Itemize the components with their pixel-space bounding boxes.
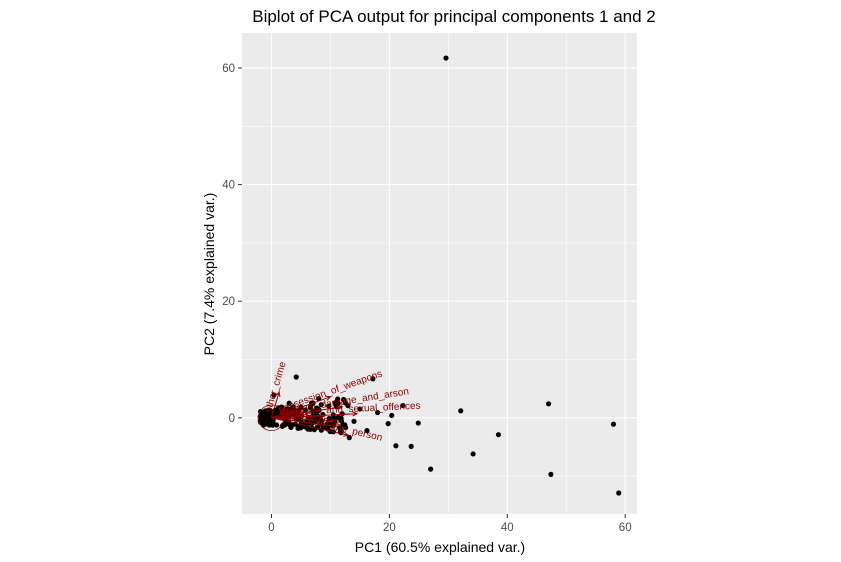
loading-arrow-head <box>328 417 335 424</box>
data-point <box>470 451 476 457</box>
loading-arrow <box>271 417 337 428</box>
data-point <box>335 396 341 402</box>
y-axis-tick-labels: 0 20 40 60 <box>222 63 235 425</box>
data-point <box>338 418 345 424</box>
data-point <box>393 443 399 449</box>
data-point <box>415 420 421 426</box>
data-point <box>263 408 269 414</box>
data-point <box>346 435 352 441</box>
x-axis-tick-labels: 0 20 40 60 <box>268 522 631 534</box>
data-point <box>370 376 376 382</box>
data-point <box>280 422 286 428</box>
axis-ticks <box>238 67 626 518</box>
y-tick-label: 40 <box>222 180 235 192</box>
data-point <box>293 374 299 380</box>
data-point <box>266 412 272 418</box>
data-point <box>310 408 316 414</box>
data-point <box>345 402 351 409</box>
data-point <box>400 402 406 409</box>
minor-gridlines <box>242 33 637 514</box>
loading-arrow-head <box>337 404 344 410</box>
x-tick-label: 20 <box>383 522 396 534</box>
data-point <box>548 471 554 477</box>
data-point <box>316 395 322 402</box>
data-point <box>389 412 395 419</box>
data-point <box>364 428 370 434</box>
data-point <box>385 421 391 427</box>
loading-arrow <box>270 392 280 418</box>
data-point <box>341 396 347 403</box>
data-point <box>495 432 502 438</box>
x-tick-label: 60 <box>619 522 632 534</box>
data-point <box>443 55 449 61</box>
data-point <box>267 407 273 414</box>
data-point <box>616 490 622 496</box>
loading-arrow <box>271 417 334 422</box>
loading-arrow-head <box>343 431 350 437</box>
y-axis-title: PC2 (7.4% explained var.) <box>201 193 217 356</box>
loading-arrow-head <box>325 395 332 401</box>
data-point <box>338 428 344 434</box>
x-tick-label: 0 <box>268 522 274 534</box>
loading-arrow <box>271 406 343 419</box>
loading-arrow <box>271 396 331 419</box>
loading-arrow-head <box>331 423 338 429</box>
data-point <box>271 392 277 398</box>
data-point <box>374 409 381 416</box>
loading-arrow-label: drugs <box>279 407 304 419</box>
data-point <box>428 466 434 472</box>
data-point <box>318 402 324 408</box>
data-point <box>264 418 270 424</box>
loading-arrow-label: robbery <box>281 408 315 421</box>
data-point <box>351 418 357 424</box>
loading-arrow-head <box>352 411 359 417</box>
y-tick-label: 0 <box>229 413 235 425</box>
loading-arrow <box>271 417 349 436</box>
chart-title: Biplot of PCA output for principal compo… <box>252 7 656 26</box>
data-point <box>295 425 301 431</box>
data-point <box>326 403 332 409</box>
y-tick-label: 20 <box>222 296 235 308</box>
plot-panel <box>242 33 637 514</box>
data-point <box>458 408 464 414</box>
data-point <box>288 421 295 428</box>
loading-arrow-head <box>319 413 326 419</box>
data-point <box>274 422 280 428</box>
x-tick-label: 40 <box>501 522 514 534</box>
data-point <box>302 407 308 413</box>
x-axis-title: PC1 (60.5% explained var.) <box>355 539 525 555</box>
loading-arrow-head <box>275 391 281 398</box>
data-point <box>408 443 414 449</box>
loading-arrow <box>271 415 325 419</box>
data-point <box>339 411 345 417</box>
data-point <box>342 422 348 428</box>
y-tick-label: 60 <box>222 63 235 75</box>
data-point <box>357 406 363 412</box>
data-point <box>610 421 617 427</box>
data-point <box>545 401 552 407</box>
data-point <box>286 400 292 406</box>
